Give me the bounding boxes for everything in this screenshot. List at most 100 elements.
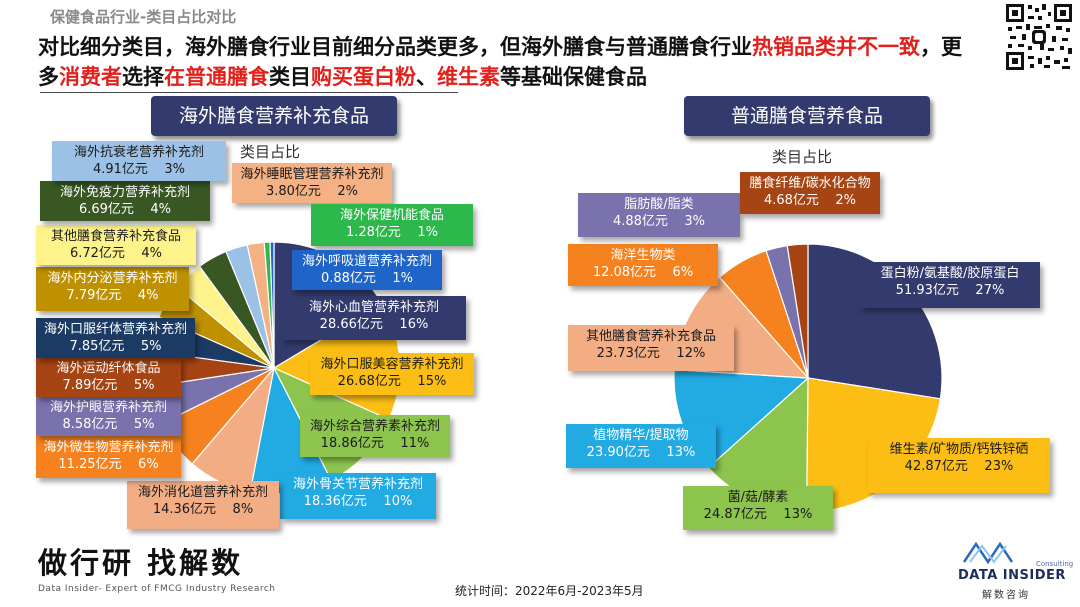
data-label-value: 23.90亿元 13% xyxy=(586,445,696,460)
data-label: 维生素/矿物质/钙铁锌硒 42.87亿元 23% xyxy=(868,438,1050,493)
data-label-category: 海外心血管营养补充剂 xyxy=(308,300,439,315)
data-label-category: 植物精华/提取物 xyxy=(593,428,689,443)
data-label: 海外综合营养素补充剂 18.86亿元 11% xyxy=(300,415,450,457)
data-label: 植物精华/提取物 23.90亿元 13% xyxy=(566,424,716,468)
brand-tagline: Data Insider- Expert of FMCG Industry Re… xyxy=(38,584,276,594)
data-label: 海外睡眠管理营养补充剂 3.80亿元 2% xyxy=(232,163,392,203)
data-label-category: 其他膳食营养补充食品 xyxy=(50,229,181,244)
right-chart-title: 普通膳食营养食品 xyxy=(684,96,930,136)
data-label-value: 26.68亿元 15% xyxy=(337,374,447,389)
data-insider-logo-icon xyxy=(962,541,1014,565)
headline-text: 、 xyxy=(416,65,437,89)
data-label: 海外运动纤体食品 7.89亿元 5% xyxy=(36,357,181,397)
data-label-value: 4.91亿元 3% xyxy=(92,162,186,177)
data-label-value: 7.85亿元 5% xyxy=(69,339,162,354)
data-label-category: 海外微生物营养补充剂 xyxy=(43,440,174,455)
data-label: 海外抗衰老营养补充剂 4.91亿元 3% xyxy=(52,141,226,181)
headline-highlight: 热销品类并不一致 xyxy=(752,35,920,59)
headline: 对比细分类目，海外膳食行业目前细分品类更多，但海外膳食与普通膳食行业热销品类并不… xyxy=(38,32,978,92)
data-label-category: 海外运动纤体食品 xyxy=(56,361,161,376)
data-label-category: 海外骨关节营养补充剂 xyxy=(292,477,423,492)
data-label: 膳食纤维/碳水化合物 4.68亿元 2% xyxy=(740,172,880,214)
data-label-value: 18.36亿元 10% xyxy=(303,494,413,509)
headline-highlight: 在普通膳食 xyxy=(164,65,269,89)
data-label-category: 海洋生物类 xyxy=(610,248,676,263)
data-label-value: 7.89亿元 5% xyxy=(62,378,155,393)
data-label-category: 菌/菇/酵素 xyxy=(727,490,789,505)
data-label-category: 脂肪酸/脂类 xyxy=(624,197,694,212)
data-label-value: 4.88亿元 3% xyxy=(612,214,706,229)
data-label-value: 18.86亿元 11% xyxy=(320,436,430,451)
data-label-value: 8.58亿元 5% xyxy=(62,417,155,432)
data-label-value: 28.66亿元 16% xyxy=(319,317,429,332)
brand-slogan: 做行研 找解数 xyxy=(38,546,244,580)
data-label: 海外呼吸道营养补充剂 0.88亿元 1% xyxy=(292,250,442,290)
stat-period: 统计时间：2022年6月-2023年5月 xyxy=(455,584,644,598)
data-label-value: 7.79亿元 4% xyxy=(66,288,159,303)
data-label-category: 膳食纤维/碳水化合物 xyxy=(749,176,871,191)
pie-slice xyxy=(269,241,275,369)
data-label-value: 23.73亿元 12% xyxy=(596,346,706,361)
data-label-category: 其他膳食营养补充食品 xyxy=(585,329,716,344)
left-chart-subtitle: 类目占比 xyxy=(240,143,301,161)
headline-text: ，更多 xyxy=(38,35,962,89)
data-label: 海外消化道营养补充剂 14.36亿元 8% xyxy=(127,481,279,529)
data-label: 海外保健机能食品 1.28亿元 1% xyxy=(311,204,473,246)
data-label-value: 14.36亿元 8% xyxy=(152,502,254,517)
data-label: 其他膳食营养补充食品 6.72亿元 4% xyxy=(36,225,196,265)
data-label: 海外免疫力营养补充剂 6.69亿元 4% xyxy=(40,181,210,221)
headline-text: 类目 xyxy=(269,65,311,89)
headline-text: 选择 xyxy=(122,65,164,89)
data-label-category: 海外口服美容营养补充剂 xyxy=(320,357,464,372)
data-label-value: 11.25亿元 6% xyxy=(58,457,159,472)
pie-slice xyxy=(786,243,809,379)
data-label-value: 42.87亿元 23% xyxy=(904,459,1014,474)
data-label-value: 4.68亿元 2% xyxy=(763,193,857,208)
headline-highlight: 购买蛋白粉 xyxy=(311,65,416,89)
logo-name: DATA INSIDER xyxy=(958,568,1066,583)
data-label-value: 1.28亿元 1% xyxy=(345,225,439,240)
divider xyxy=(40,92,458,93)
data-label-value: 6.72亿元 4% xyxy=(69,246,163,261)
data-label: 海外内分泌营养补充剂 7.79亿元 4% xyxy=(36,267,189,311)
left-chart-title: 海外膳食营养补充食品 xyxy=(151,96,397,136)
data-label: 海外口服美容营养补充剂 26.68亿元 15% xyxy=(310,353,474,395)
data-label-category: 海外呼吸道营养补充剂 xyxy=(301,254,432,269)
data-label: 海外护眼营养补充剂 8.58亿元 5% xyxy=(36,396,181,436)
data-label: 海洋生物类 12.08亿元 6% xyxy=(568,244,718,286)
headline-text: 对比细分类目，海外膳食行业目前细分品类更多，但海外膳食与普通膳食行业 xyxy=(38,35,752,59)
data-label: 菌/菇/酵素 24.87亿元 13% xyxy=(683,486,833,530)
qr-code-icon xyxy=(1004,2,1074,72)
headline-text: 等基础保健食品 xyxy=(500,65,647,89)
data-label-category: 海外口服纤体营养补充剂 xyxy=(43,322,187,337)
data-label: 海外心血管营养补充剂 28.66亿元 16% xyxy=(282,296,466,340)
right-chart-subtitle: 类目占比 xyxy=(772,148,833,166)
data-label-category: 海外护眼营养补充剂 xyxy=(49,400,167,415)
data-label: 蛋白粉/氨基酸/胶原蛋白 51.93亿元 27% xyxy=(860,262,1040,308)
data-label: 脂肪酸/脂类 4.88亿元 3% xyxy=(578,193,740,237)
data-label-category: 海外抗衰老营养补充剂 xyxy=(73,145,204,160)
data-label: 海外骨关节营养补充剂 18.36亿元 10% xyxy=(280,473,436,519)
data-label-category: 蛋白粉/氨基酸/胶原蛋白 xyxy=(880,266,1020,281)
data-label-category: 海外免疫力营养补充剂 xyxy=(59,185,190,200)
data-label-category: 海外睡眠管理营养补充剂 xyxy=(240,167,384,182)
headline-highlight: 消费者 xyxy=(59,65,122,89)
data-label-value: 0.88亿元 1% xyxy=(320,271,414,286)
logo-subtitle: 解数咨询 xyxy=(982,590,1030,601)
data-label: 海外口服纤体营养补充剂 7.85亿元 5% xyxy=(36,318,195,358)
data-label-category: 海外综合营养素补充剂 xyxy=(309,419,440,434)
headline-highlight: 维生素 xyxy=(437,65,500,89)
data-label-value: 51.93亿元 27% xyxy=(895,283,1005,298)
data-label-value: 12.08亿元 6% xyxy=(592,265,694,280)
logo-consulting-text: Consulting xyxy=(1036,560,1074,568)
data-label-category: 海外内分泌营养补充剂 xyxy=(47,271,178,286)
data-label-category: 维生素/矿物质/钙铁锌硒 xyxy=(889,442,1029,457)
data-label-category: 海外保健机能食品 xyxy=(339,208,444,223)
data-label: 其他膳食营养补充食品 23.73亿元 12% xyxy=(568,325,734,371)
data-label-value: 24.87亿元 13% xyxy=(703,507,813,522)
page-eyebrow: 保健食品行业-类目占比对比 xyxy=(50,8,237,26)
data-label: 海外微生物营养补充剂 11.25亿元 6% xyxy=(36,436,181,478)
data-label-value: 6.69亿元 4% xyxy=(78,202,172,217)
data-label-category: 海外消化道营养补充剂 xyxy=(137,485,268,500)
data-label-value: 3.80亿元 2% xyxy=(265,184,359,199)
